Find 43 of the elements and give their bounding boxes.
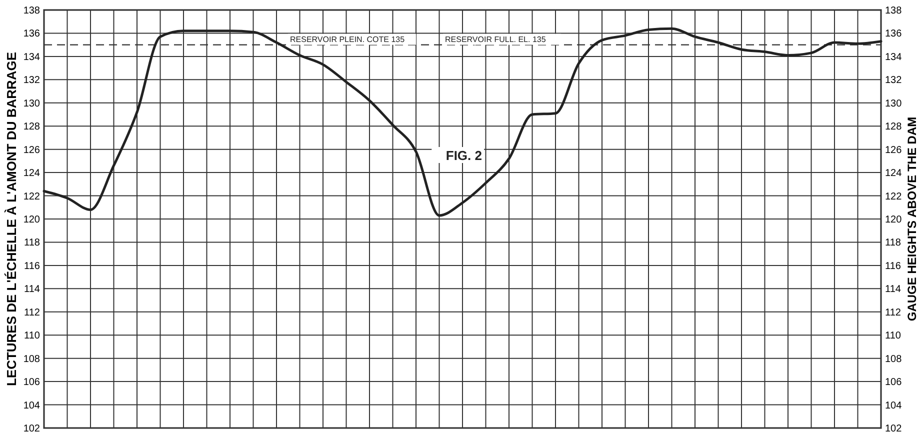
y-tick-label: 132 — [23, 75, 40, 86]
y2-tick-label: 130 — [885, 98, 902, 110]
y2-tick-label: 132 — [885, 75, 902, 86]
y-tick-label: 104 — [23, 400, 40, 412]
y2-tick-label: 128 — [885, 122, 902, 133]
y-tick-label: 114 — [24, 284, 40, 296]
y-tick-label: 112 — [24, 307, 40, 318]
y-tick-label: 116 — [24, 260, 40, 272]
y-tick-label: 126 — [23, 144, 40, 156]
y2-tick-label: 102 — [885, 424, 902, 434]
annotation: RESERVOIR FULL. EL. 135 — [445, 34, 546, 44]
y-tick-label: 136 — [23, 28, 40, 40]
y-tick-label: 130 — [23, 98, 40, 110]
y-tick-label: 108 — [23, 354, 40, 365]
y2-tick-label: 138 — [885, 6, 902, 16]
ref-line-label: RESERVOIR PLEIN. COTE 135 — [290, 34, 406, 44]
y2-tick-label: 108 — [885, 354, 902, 365]
y2-tick-label: 124 — [885, 168, 902, 180]
y2-tick-label: 118 — [885, 238, 902, 249]
y-tick-label: 124 — [23, 168, 40, 180]
y2-tick-label: 114 — [885, 284, 902, 296]
y2-tick-label: 112 — [885, 307, 902, 318]
y2-tick-label: 104 — [885, 400, 902, 412]
y2-tick-label: 134 — [885, 52, 902, 63]
annotation: FIG. 2 — [446, 148, 482, 163]
y2-tick-label: 110 — [885, 330, 902, 342]
y-axis-title: LECTURES DE L'ÉCHELLE À L'AMONT DU BARRAGE — [4, 52, 19, 386]
y-tick-label: 106 — [23, 377, 40, 388]
y2-tick-label: 122 — [885, 191, 902, 202]
y2-tick-label: 116 — [885, 260, 902, 272]
y-tick-label: 138 — [23, 6, 40, 16]
y-tick-label: 134 — [23, 52, 40, 63]
y-tick-label: 102 — [23, 424, 40, 434]
y-tick-label: 122 — [23, 191, 40, 202]
y2-tick-label: 136 — [885, 28, 902, 40]
y2-axis-title: GAUGE HEIGHTS ABOVE THE DAM — [905, 116, 919, 322]
y2-tick-label: 126 — [885, 144, 902, 156]
y-tick-label: 118 — [24, 238, 40, 249]
y-tick-label: 110 — [24, 330, 40, 342]
y-tick-label: 128 — [23, 122, 40, 133]
y2-tick-label: 120 — [885, 214, 902, 226]
y2-tick-label: 106 — [885, 377, 902, 388]
y-tick-label: 120 — [23, 214, 40, 226]
